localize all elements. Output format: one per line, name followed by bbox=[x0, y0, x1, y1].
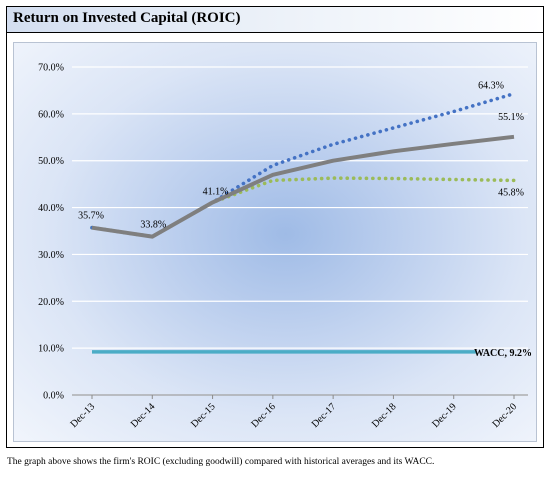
series-line bbox=[91, 134, 515, 239]
x-tick-label: Dec-18 bbox=[370, 401, 399, 430]
chart-caption: The graph above shows the firm's ROIC (e… bbox=[7, 457, 435, 467]
x-tick-label: Dec-13 bbox=[69, 401, 98, 430]
x-tick-label: Dec-20 bbox=[491, 401, 520, 430]
x-tick-label: Dec-14 bbox=[129, 401, 158, 430]
title-bar: Return on Invested Capital (ROIC) bbox=[7, 7, 543, 33]
y-tick-label: 60.0% bbox=[38, 109, 64, 120]
y-tick-label: 70.0% bbox=[38, 63, 64, 74]
x-tick-label: Dec-16 bbox=[249, 401, 278, 430]
page-title: Return on Invested Capital (ROIC) bbox=[13, 10, 241, 26]
series-line bbox=[90, 176, 516, 239]
x-tick-label: Dec-15 bbox=[189, 401, 218, 430]
y-tick-label: 10.0% bbox=[38, 344, 64, 355]
data-label: 55.1% bbox=[498, 112, 524, 123]
data-label: 64.3% bbox=[478, 81, 504, 92]
plot-area: 0.0% 10.0% 20.0% 30.0% 40.0% 50.0% 60.0% 70.0% … bbox=[13, 42, 537, 442]
series-line bbox=[90, 91, 516, 239]
y-tick-label: 40.0% bbox=[38, 203, 64, 214]
roic-chart: 0.0%10.0%20.0%30.0%40.0%50.0%60.0%70.0% … bbox=[38, 63, 532, 430]
data-label: 45.8% bbox=[498, 187, 524, 198]
y-tick-label: 30.0% bbox=[38, 250, 64, 261]
x-tick-label: Dec-17 bbox=[310, 401, 339, 430]
data-label: 35.7% bbox=[78, 211, 104, 222]
y-tick-label: 0.0% bbox=[43, 391, 64, 402]
y-tick-label: 20.0% bbox=[38, 297, 64, 308]
data-label: 41.1% bbox=[203, 186, 229, 197]
x-tick-label: Dec-19 bbox=[430, 401, 459, 430]
y-tick-label: 50.0% bbox=[38, 156, 64, 167]
data-label: WACC, 9.2% bbox=[474, 348, 532, 359]
chart-frame: Return on Invested Capital (ROIC) 0.0% 10… bbox=[6, 6, 544, 448]
data-label: 33.8% bbox=[140, 220, 166, 231]
